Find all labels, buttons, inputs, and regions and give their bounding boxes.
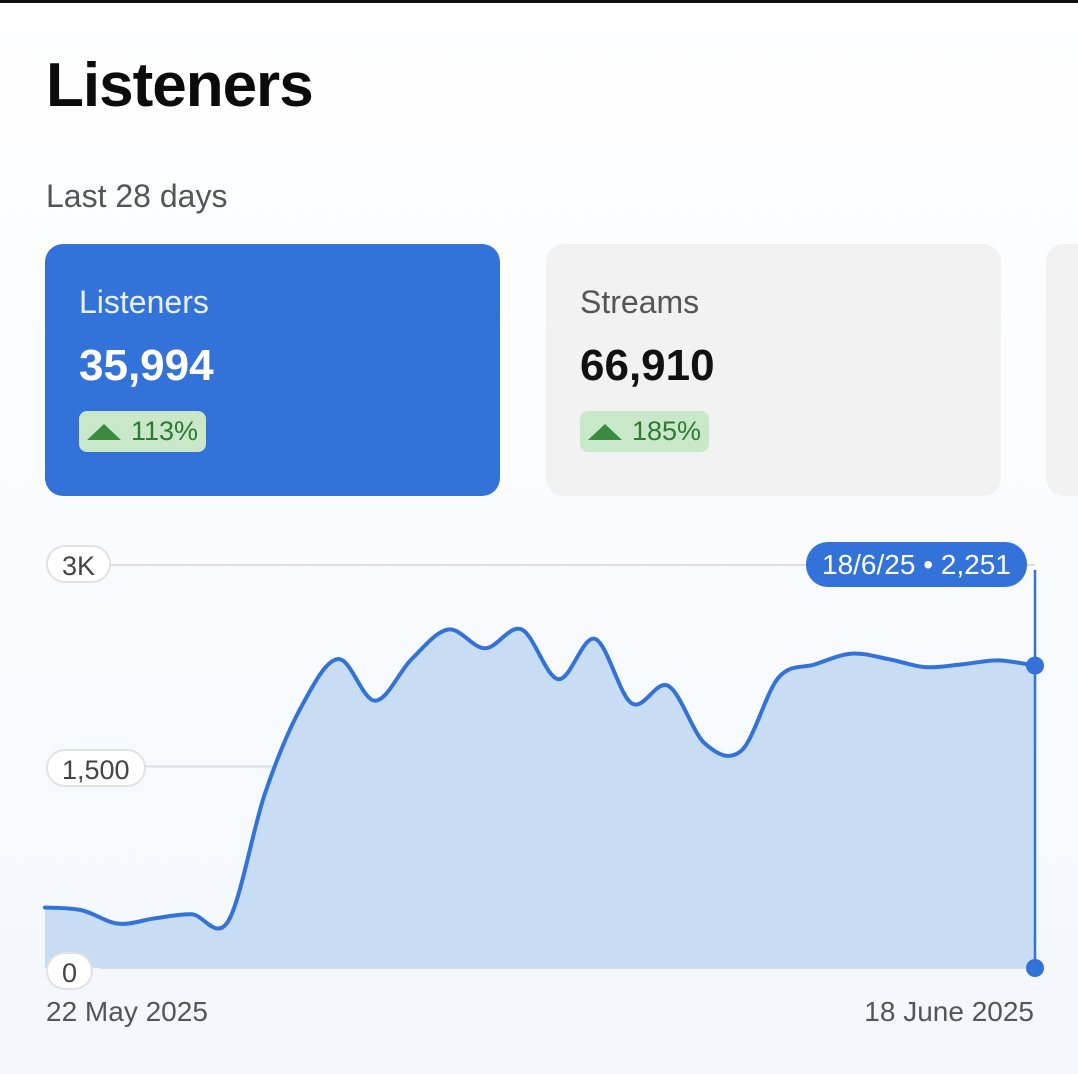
trend-up-icon	[588, 423, 622, 440]
top-divider	[0, 0, 1078, 3]
y-tick-zero: 0	[46, 952, 94, 990]
y-tick-max: 3K	[46, 545, 112, 583]
chart-area-fill	[45, 628, 1035, 968]
metric-card-listeners[interactable]: Listeners 35,994 113%	[45, 244, 500, 496]
cursor-base-point	[1026, 959, 1044, 977]
metric-card-streams[interactable]: Streams 66,910 185%	[546, 244, 1001, 496]
y-tick-mid: 1,500	[46, 749, 146, 787]
change-value: 185%	[632, 416, 702, 446]
period-label: Last 28 days	[46, 178, 228, 214]
trend-up-icon	[87, 423, 121, 440]
change-badge: 113%	[79, 411, 207, 452]
highlight-point	[1026, 656, 1044, 675]
change-value: 113%	[131, 416, 199, 446]
page-title: Listeners	[46, 51, 314, 120]
metric-label: Listeners	[79, 284, 209, 320]
chart-tooltip: 18/6/25 • 2,251	[806, 542, 1027, 587]
metric-value: 66,910	[580, 341, 715, 390]
metric-value: 35,994	[79, 341, 214, 390]
metric-label: Streams	[580, 284, 700, 320]
listeners-chart[interactable]	[0, 530, 1078, 1074]
chart-series-line	[43, 626, 1037, 931]
x-axis-end-label: 18 June 2025	[864, 996, 1034, 1027]
x-axis-start-label: 22 May 2025	[46, 996, 208, 1027]
change-badge: 185%	[580, 411, 710, 452]
metric-card-next-peek[interactable]	[1046, 244, 1078, 496]
